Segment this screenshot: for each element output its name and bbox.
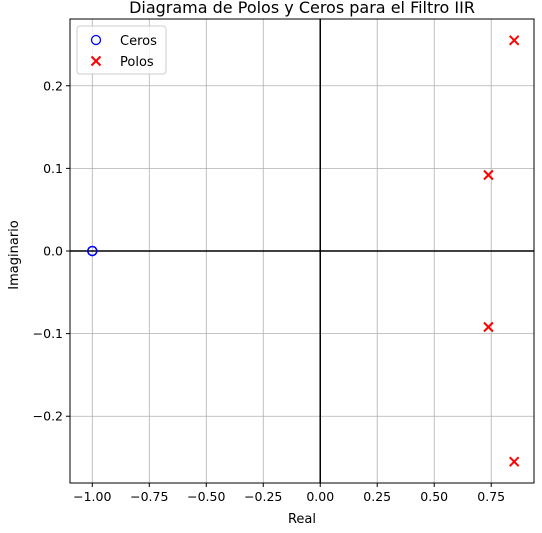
pole-marker bbox=[483, 321, 494, 333]
pole-marker-stroke bbox=[509, 456, 520, 467]
x-tick-label: −0.50 bbox=[187, 489, 225, 504]
data-marks bbox=[87, 35, 520, 467]
zero-marker bbox=[87, 245, 98, 257]
pole-marker bbox=[483, 169, 494, 181]
x-tick-label: −0.75 bbox=[130, 489, 168, 504]
legend-label-polos: Polos bbox=[120, 55, 154, 70]
x-tick-label: −1.00 bbox=[73, 489, 111, 504]
legend-box bbox=[76, 25, 167, 75]
x-axis-label: Real bbox=[288, 512, 316, 527]
y-tick-label: 0.2 bbox=[43, 78, 63, 93]
legend-marker-polos bbox=[90, 55, 102, 67]
x-tick-label: 0.00 bbox=[306, 489, 334, 504]
pole-marker bbox=[509, 456, 520, 467]
y-tick-label: 0.1 bbox=[43, 161, 63, 176]
pole-marker-stroke bbox=[483, 321, 494, 333]
x-tick-label: 0.75 bbox=[477, 489, 505, 504]
legend: Ceros Polos bbox=[76, 25, 167, 75]
y-tick-label: 0.0 bbox=[43, 244, 63, 259]
x-tick-label: −0.25 bbox=[244, 489, 282, 504]
y-tick-label: −0.1 bbox=[33, 326, 63, 341]
chart-title: Diagrama de Polos y Ceros para el Filtro… bbox=[129, 0, 475, 17]
pole-marker-stroke bbox=[509, 35, 520, 46]
x-tick-label: 0.50 bbox=[420, 489, 448, 504]
legend-label-ceros: Ceros bbox=[120, 34, 157, 49]
pole-marker-stroke bbox=[483, 169, 494, 181]
x-tick-label: 0.25 bbox=[363, 489, 391, 504]
legend-marker-ceros bbox=[90, 34, 102, 46]
y-tick-label: −0.2 bbox=[33, 409, 63, 424]
x-axis-ticks: −1.00 −0.75 −0.50 −0.25 0.00 0.25 0.50 0.75 bbox=[73, 483, 505, 504]
y-axis-label: Imaginario bbox=[7, 220, 22, 289]
reference-lines bbox=[70, 19, 534, 483]
pole-marker bbox=[509, 35, 520, 46]
y-axis-ticks: −0.2 −0.1 0.0 0.1 0.2 bbox=[33, 78, 70, 424]
